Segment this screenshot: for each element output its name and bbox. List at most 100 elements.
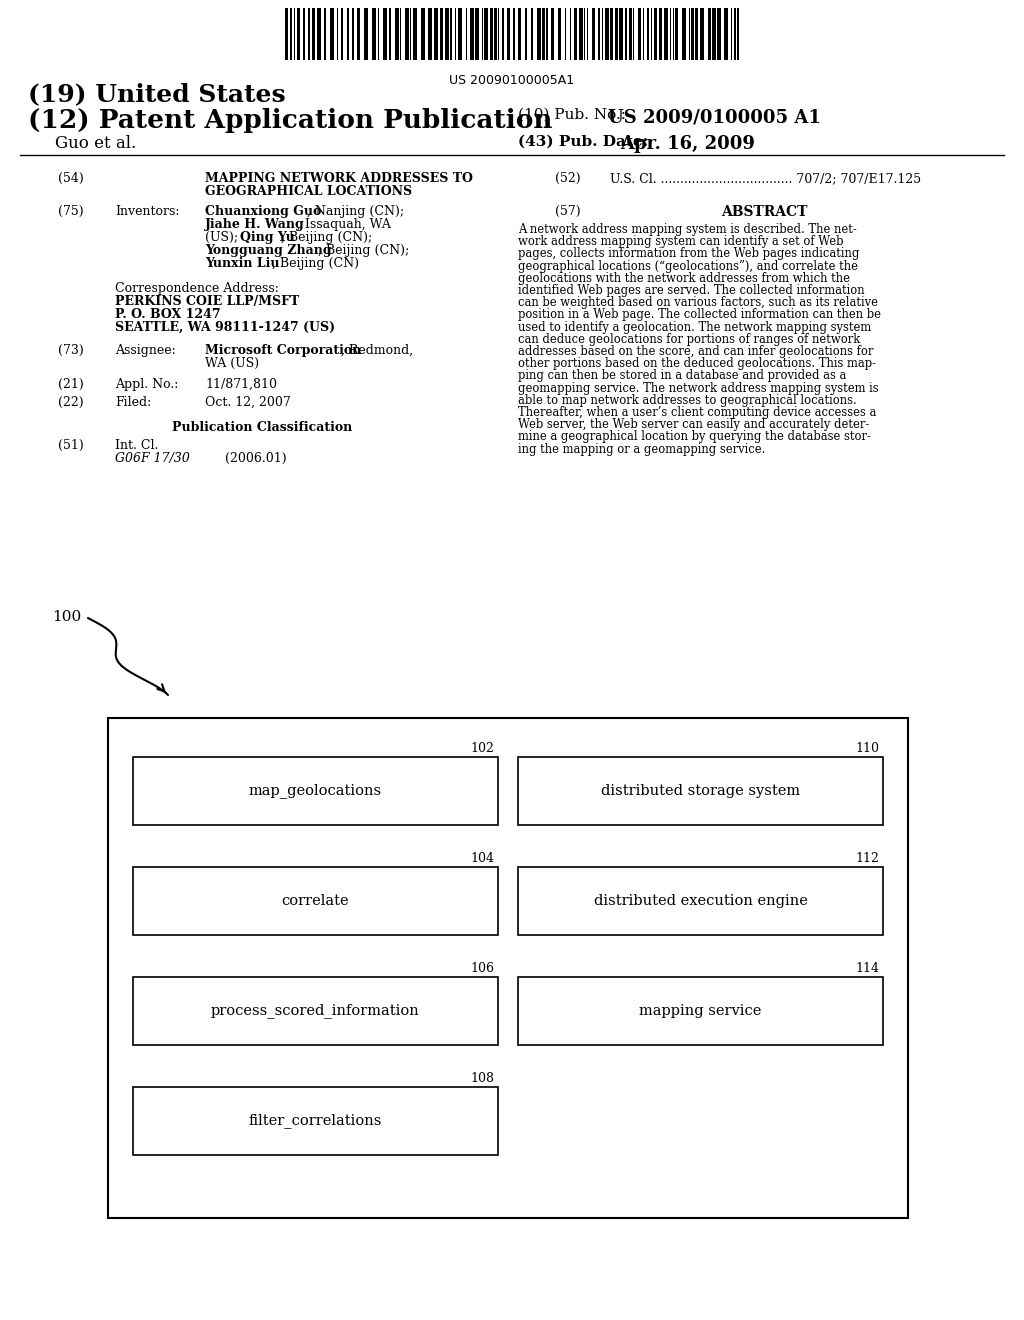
Text: (52): (52)	[555, 172, 581, 185]
Bar	[542, 8, 545, 59]
Bar	[330, 8, 334, 59]
Bar	[352, 8, 354, 59]
Text: geolocations with the network addresses from which the: geolocations with the network addresses …	[518, 272, 850, 285]
Text: 102: 102	[470, 742, 494, 755]
Text: (22): (22)	[58, 396, 84, 409]
Bar	[618, 8, 623, 59]
Bar	[133, 977, 498, 1045]
Text: WA (US): WA (US)	[205, 356, 259, 370]
Bar	[502, 8, 504, 59]
Text: process_scored_information: process_scored_information	[211, 1003, 420, 1019]
Text: able to map network addresses to geographical locations.: able to map network addresses to geograp…	[518, 393, 857, 407]
Text: Microsoft Corporation: Microsoft Corporation	[205, 345, 361, 356]
Text: (10) Pub. No.:: (10) Pub. No.:	[518, 108, 626, 121]
Text: U.S. Cl. .................................. 707/2; 707/E17.125: U.S. Cl. ...............................…	[610, 172, 922, 185]
Bar	[372, 8, 376, 59]
Bar	[675, 8, 678, 59]
Text: SEATTLE, WA 98111-1247 (US): SEATTLE, WA 98111-1247 (US)	[115, 321, 335, 334]
Text: , Issaquah, WA: , Issaquah, WA	[297, 218, 391, 231]
Text: Correspondence Address:: Correspondence Address:	[115, 282, 279, 294]
Bar	[507, 8, 510, 59]
Text: (2006.01): (2006.01)	[225, 451, 287, 465]
Bar	[484, 8, 488, 59]
Text: (19) United States: (19) United States	[28, 82, 286, 106]
Bar	[383, 8, 387, 59]
Bar	[518, 977, 883, 1045]
Bar	[691, 8, 694, 59]
Bar	[470, 8, 474, 59]
Text: 110: 110	[855, 742, 879, 755]
Text: US 2009/0100005 A1: US 2009/0100005 A1	[608, 108, 821, 125]
Bar	[664, 8, 668, 59]
Bar	[395, 8, 399, 59]
Text: (12) Patent Application Publication: (12) Patent Application Publication	[28, 108, 553, 133]
Text: filter_correlations: filter_correlations	[249, 1114, 382, 1129]
Bar	[324, 8, 326, 59]
Bar	[598, 8, 600, 59]
Text: Qing Yu: Qing Yu	[240, 231, 295, 244]
Bar	[434, 8, 438, 59]
Text: Thereafter, when a user’s client computing device accesses a: Thereafter, when a user’s client computi…	[518, 407, 877, 418]
Text: mine a geographical location by querying the database stor-: mine a geographical location by querying…	[518, 430, 870, 444]
Text: 100: 100	[52, 610, 81, 624]
Text: 106: 106	[470, 962, 494, 975]
Bar	[708, 8, 711, 59]
Text: (57): (57)	[555, 205, 581, 218]
Text: pages, collects information from the Web pages indicating: pages, collects information from the Web…	[518, 247, 859, 260]
Text: Int. Cl.: Int. Cl.	[115, 440, 159, 451]
Bar	[695, 8, 698, 59]
Bar	[285, 8, 288, 59]
Bar	[605, 8, 609, 59]
Bar	[654, 8, 657, 59]
Text: identified Web pages are served. The collected information: identified Web pages are served. The col…	[518, 284, 864, 297]
Text: geomapping service. The network address mapping system is: geomapping service. The network address …	[518, 381, 879, 395]
Text: map_geolocations: map_geolocations	[249, 784, 382, 799]
Text: (73): (73)	[58, 345, 84, 356]
Bar	[518, 867, 883, 935]
Bar	[551, 8, 554, 59]
Text: , Beijing (CN);: , Beijing (CN);	[318, 244, 410, 257]
Bar	[428, 8, 432, 59]
Bar	[518, 8, 521, 59]
Text: 112: 112	[855, 851, 879, 865]
Bar	[490, 8, 493, 59]
Text: G06F 17/30: G06F 17/30	[115, 451, 189, 465]
Text: geographical locations (“geolocations”), and correlate the: geographical locations (“geolocations”),…	[518, 260, 858, 273]
Text: US 20090100005A1: US 20090100005A1	[450, 74, 574, 87]
Text: mapping service: mapping service	[639, 1005, 762, 1018]
Bar	[647, 8, 649, 59]
Bar	[558, 8, 561, 59]
Text: work address mapping system can identify a set of Web: work address mapping system can identify…	[518, 235, 844, 248]
Bar	[724, 8, 728, 59]
Text: PERKINS COIE LLP/MSFT: PERKINS COIE LLP/MSFT	[115, 294, 299, 308]
Text: ABSTRACT: ABSTRACT	[721, 205, 807, 219]
Bar	[513, 8, 515, 59]
Bar	[475, 8, 479, 59]
Bar	[440, 8, 443, 59]
Bar	[592, 8, 595, 59]
Bar	[737, 8, 739, 59]
Bar	[308, 8, 310, 59]
Bar	[537, 8, 541, 59]
Text: Assignee:: Assignee:	[115, 345, 176, 356]
Bar	[625, 8, 627, 59]
Bar	[610, 8, 613, 59]
Text: 108: 108	[470, 1072, 494, 1085]
Bar	[133, 756, 498, 825]
Text: A network address mapping system is described. The net-: A network address mapping system is desc…	[518, 223, 857, 236]
Bar	[458, 8, 462, 59]
Bar	[700, 8, 705, 59]
Text: Yongguang Zhang: Yongguang Zhang	[205, 244, 332, 257]
Bar	[406, 8, 409, 59]
Bar	[347, 8, 349, 59]
Text: Publication Classification: Publication Classification	[172, 421, 352, 434]
Text: Guo et al.: Guo et al.	[55, 135, 136, 152]
Bar	[312, 8, 315, 59]
Text: can deduce geolocations for portions of ranges of network: can deduce geolocations for portions of …	[518, 333, 860, 346]
Text: (43) Pub. Date:: (43) Pub. Date:	[518, 135, 648, 149]
Text: distributed storage system: distributed storage system	[601, 784, 800, 799]
Bar	[531, 8, 534, 59]
Bar	[659, 8, 662, 59]
Bar	[389, 8, 391, 59]
Text: 114: 114	[855, 962, 879, 975]
